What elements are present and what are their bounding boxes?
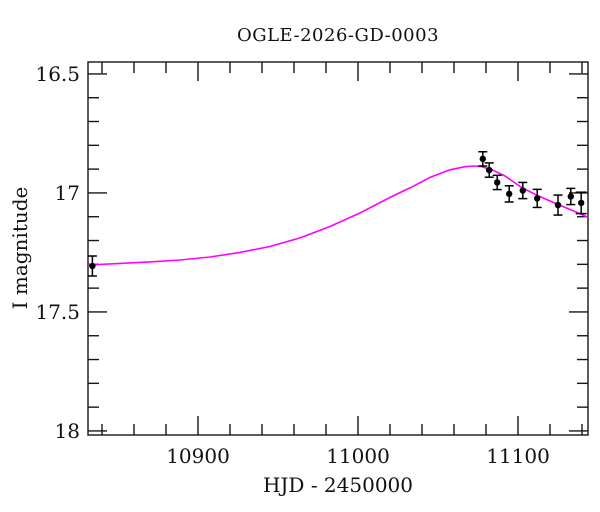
y-tick-label: 16.5 <box>35 62 80 86</box>
data-point <box>554 201 562 209</box>
data-point <box>479 155 486 163</box>
data-point <box>506 190 513 198</box>
chart-title: OGLE-2026-GD-0003 <box>236 25 440 46</box>
x-tick-label: 11000 <box>326 444 390 468</box>
data-point <box>519 187 526 194</box>
y-tick-label: 18 <box>55 419 80 443</box>
y-tick-label: 17.5 <box>35 300 80 324</box>
data-point <box>486 166 493 174</box>
data-point <box>89 262 96 270</box>
data-point <box>567 193 574 200</box>
x-tick-label: 10900 <box>166 444 230 468</box>
y-tick-label: 17 <box>55 181 80 205</box>
x-tick-label: 11100 <box>486 444 550 468</box>
data-point <box>534 195 541 202</box>
data-point <box>494 179 501 186</box>
data-point <box>578 199 585 207</box>
x-axis-label: HJD - 2450000 <box>262 473 414 497</box>
model-curve <box>88 165 589 266</box>
plot-frame <box>87 61 589 436</box>
